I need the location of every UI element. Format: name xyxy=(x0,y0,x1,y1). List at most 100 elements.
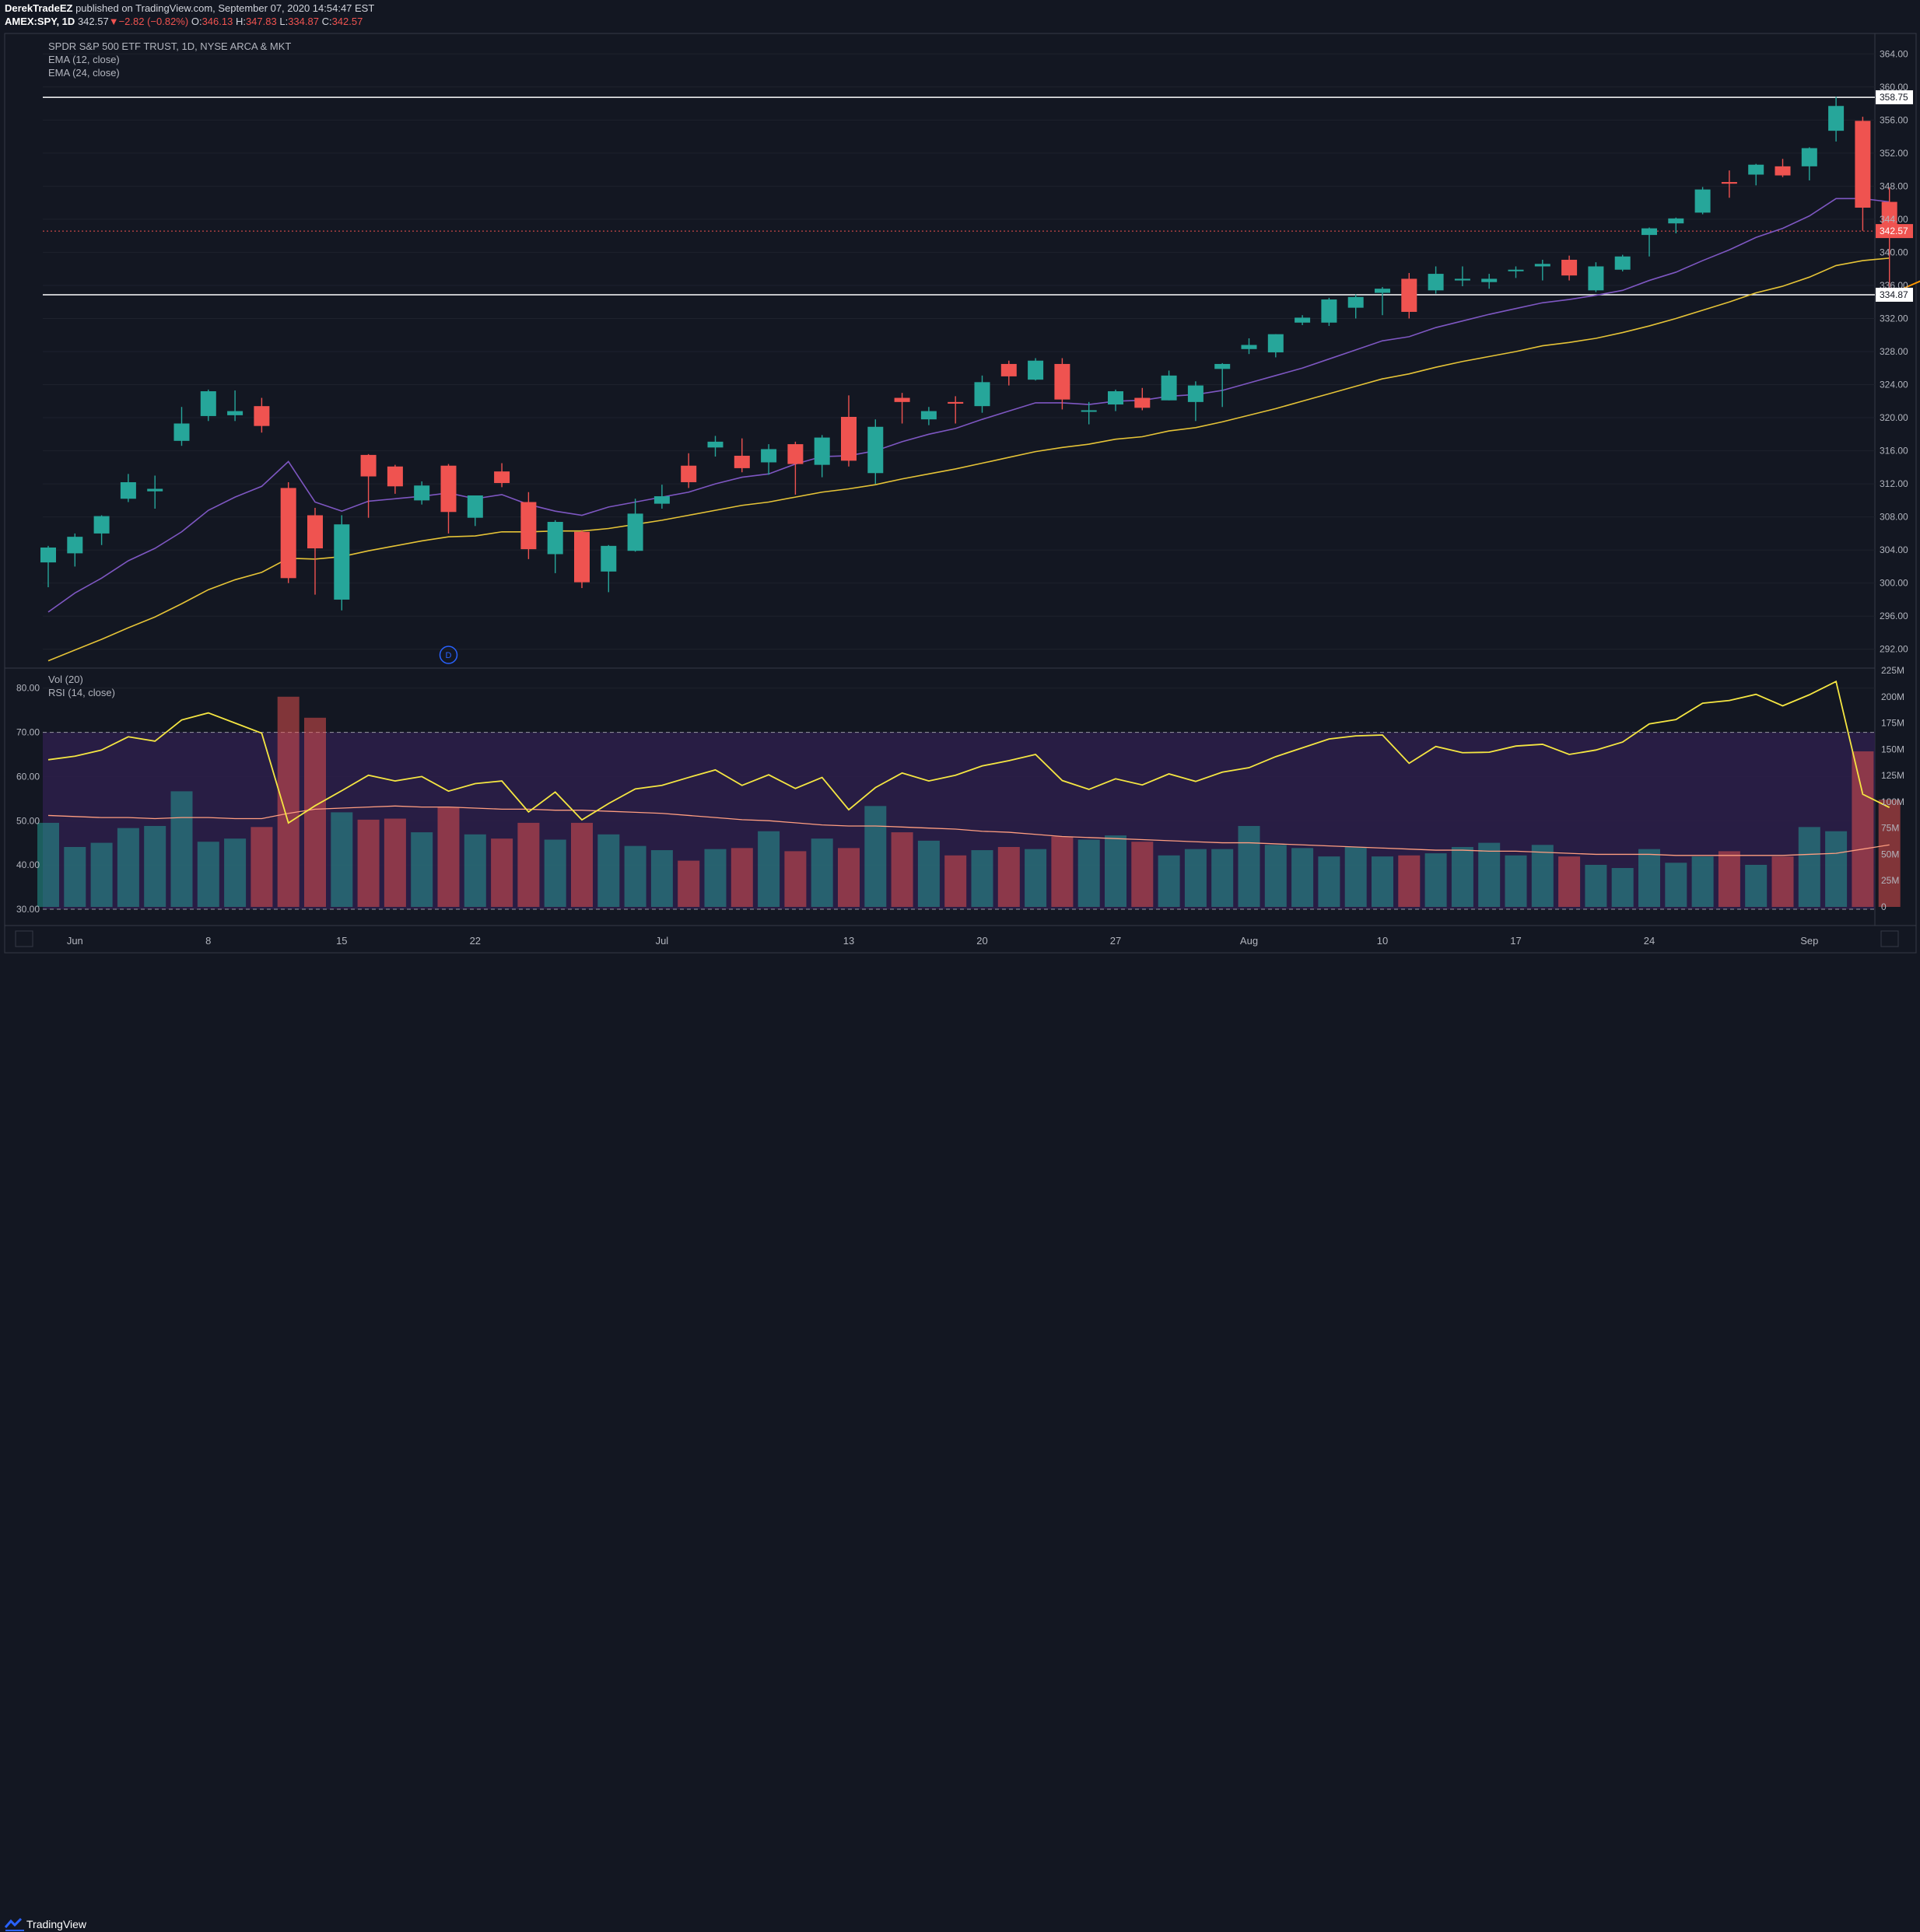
volume-bar xyxy=(1185,849,1207,907)
annotations[interactable]: Lower High?Lower LowD xyxy=(440,185,1920,663)
chart-canvas[interactable]: Lower High?Lower LowD 292.00296.00300.00… xyxy=(0,0,1920,980)
level-price-label: 358.75 xyxy=(1880,92,1908,103)
candle-body xyxy=(174,423,190,440)
volume-bar xyxy=(1772,856,1794,907)
time-tick-label: Sep xyxy=(1800,935,1818,947)
time-axis[interactable]: Jun81522Jul132027Aug101724Sep1421Oct1219… xyxy=(16,927,1920,952)
price-tick-label: 316.00 xyxy=(1880,446,1908,457)
candle-body xyxy=(895,398,910,402)
tradingview-brand[interactable]: TradingView xyxy=(26,1918,86,1930)
volume-bar xyxy=(838,848,860,907)
candle-body xyxy=(441,466,457,513)
zoom-button[interactable] xyxy=(16,931,33,947)
candle-body xyxy=(520,502,536,549)
candle-body xyxy=(1161,376,1177,401)
volume-bar xyxy=(1265,845,1287,907)
candle-body xyxy=(1188,386,1204,402)
volume-bar xyxy=(1558,856,1580,907)
candle-body xyxy=(1855,121,1870,208)
volume-bar xyxy=(91,843,113,907)
ema-lines xyxy=(48,198,1890,660)
candle-body xyxy=(201,391,216,416)
volume-bar xyxy=(784,851,806,907)
price-tick-label: 352.00 xyxy=(1880,148,1908,159)
legend-volume: Vol (20) xyxy=(48,674,83,685)
volume-bar xyxy=(758,831,780,907)
volume-bar xyxy=(1239,826,1260,907)
volume-bar xyxy=(1211,849,1233,907)
volume-bar xyxy=(198,842,219,907)
candle-body xyxy=(601,546,616,572)
candle-body xyxy=(1268,334,1284,352)
volume-tick-label: 50M xyxy=(1881,849,1899,859)
price-tick-label: 328.00 xyxy=(1880,346,1908,357)
volume-bar xyxy=(331,812,352,907)
time-tick-label: Jul xyxy=(656,935,669,947)
volume-bar xyxy=(491,838,513,907)
volume-bar xyxy=(1612,868,1634,907)
volume-bar xyxy=(1452,847,1473,907)
candle-body xyxy=(1214,364,1230,369)
rsi-tick-label: 60.00 xyxy=(16,771,40,782)
price-tick-label: 324.00 xyxy=(1880,380,1908,390)
candle-body xyxy=(1588,266,1603,290)
volume-bar xyxy=(1692,856,1714,907)
volume-bar xyxy=(1719,851,1740,907)
volume-bar xyxy=(545,840,566,907)
volume-bar xyxy=(37,823,59,907)
candle-body xyxy=(867,427,883,474)
volume-bar xyxy=(944,856,966,907)
price-tick-label: 364.00 xyxy=(1880,48,1908,59)
volume-bar xyxy=(1345,847,1367,907)
candle-body xyxy=(94,516,110,534)
volume-bar xyxy=(1131,842,1153,907)
volume-bar xyxy=(251,827,272,907)
time-tick-label: 20 xyxy=(976,935,987,947)
price-tick-label: 340.00 xyxy=(1880,247,1908,257)
volume-bar xyxy=(918,841,940,907)
time-tick-label: 13 xyxy=(843,935,854,947)
candle-body xyxy=(681,466,696,482)
last-price-label: 342.57 xyxy=(1880,226,1908,236)
candle-body xyxy=(1775,166,1791,176)
candle-body xyxy=(841,417,857,460)
volume-bar xyxy=(1398,856,1420,907)
volume-bar xyxy=(731,848,753,907)
candle-body xyxy=(334,524,349,600)
candle-body xyxy=(121,482,136,499)
candle-body xyxy=(1054,364,1070,400)
volume-bar xyxy=(1318,856,1340,907)
candle-body xyxy=(628,513,643,551)
footer: TradingView xyxy=(0,957,1920,980)
candle-body xyxy=(1001,364,1017,376)
time-tick-label: 10 xyxy=(1377,935,1388,947)
candle-body xyxy=(1081,410,1097,411)
volume-bar xyxy=(1051,836,1073,907)
candle-body xyxy=(1348,297,1364,308)
candle-body xyxy=(574,532,590,583)
volume-bar xyxy=(1425,853,1447,907)
volume-bar xyxy=(1105,835,1126,907)
volume-bar xyxy=(1532,845,1554,907)
candle-body xyxy=(1028,361,1043,380)
volume-bar xyxy=(1025,849,1046,907)
volume-bar xyxy=(517,823,539,907)
price-tick-label: 320.00 xyxy=(1880,412,1908,423)
candle-body xyxy=(734,456,750,468)
volume-tick-label: 150M xyxy=(1881,744,1904,754)
candle-body xyxy=(1641,229,1657,236)
volume-bar xyxy=(1372,856,1393,907)
candle-body xyxy=(67,537,82,553)
candle-body xyxy=(1242,345,1257,348)
tradingview-logo-icon[interactable] xyxy=(5,1916,25,1932)
price-tick-label: 348.00 xyxy=(1880,180,1908,191)
auto-scale-button[interactable] xyxy=(1881,931,1898,947)
volume-bar xyxy=(811,838,833,907)
candle-body xyxy=(1401,278,1417,312)
volume-tick-label: 75M xyxy=(1881,823,1899,834)
candle-body xyxy=(815,438,830,465)
horizontal-levels[interactable] xyxy=(43,97,1875,295)
volume-bar xyxy=(1078,840,1100,907)
volume-bar xyxy=(358,820,380,907)
volume-bar xyxy=(1825,831,1847,907)
